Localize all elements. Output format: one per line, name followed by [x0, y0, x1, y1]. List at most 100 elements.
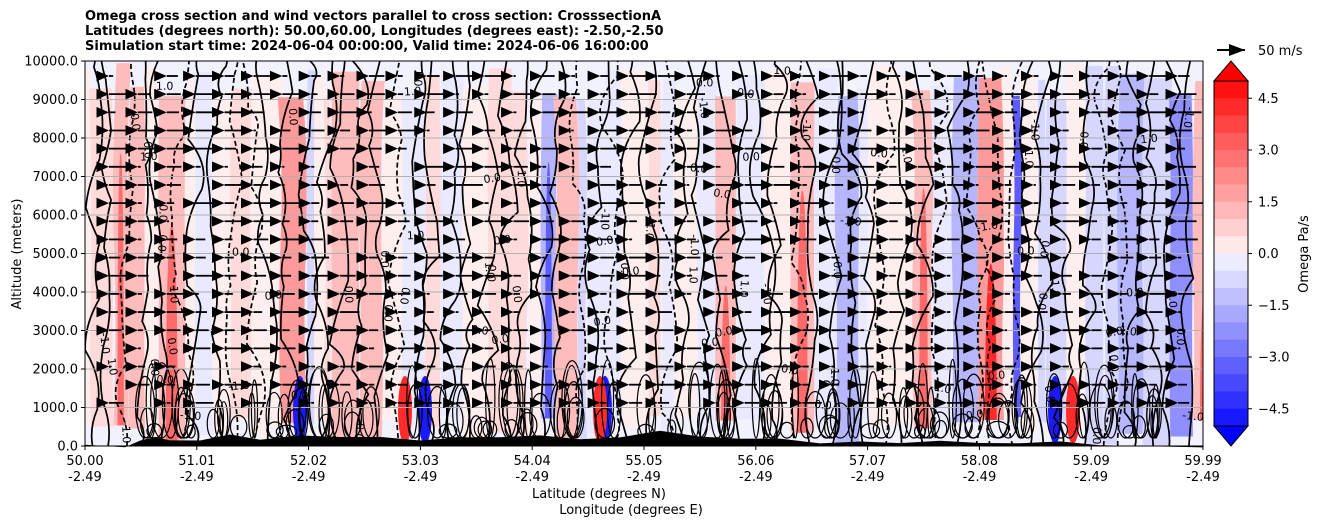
x-tick-label-lat: 56.06: [737, 454, 774, 469]
contour-label: -1.0: [1115, 323, 1138, 339]
contour-line-small: [804, 390, 827, 439]
colorbar-tick-label: −4.5: [1258, 402, 1290, 417]
contour-label: 0.0: [701, 335, 720, 350]
contour-line-negative: [658, 61, 679, 446]
colorbar-band: [1214, 391, 1248, 410]
omega-strong-positive-core: [1199, 296, 1203, 420]
x-tick-label-lat: 52.02: [290, 454, 327, 469]
y-axis-label: Altitude (meters): [10, 199, 25, 310]
contour-line-zero: [277, 61, 300, 446]
contour-line-small: [913, 424, 926, 439]
contour-label: -1.0: [598, 208, 612, 230]
contour-label: 0.0: [232, 246, 250, 259]
x-axis-label-longitude: Longitude (degrees E): [559, 503, 703, 518]
contour-label: 0.0: [155, 234, 170, 253]
omega-strong-positive-core: [721, 285, 731, 421]
colorbar: 4.5 3.0 1.5 0.0 −1.5 −3.0 −4.5: [1212, 60, 1290, 447]
contour-line-zero: [136, 61, 153, 446]
contour-line-negative: [241, 61, 266, 446]
contour-label: 0.0: [593, 313, 612, 329]
contour-line-small: [948, 358, 957, 439]
contour-label: 1.0: [737, 280, 751, 298]
x-tick-label-lon: -2.49: [68, 470, 102, 485]
x-tick-label-lon: -2.49: [627, 470, 661, 485]
contour-label: -1.0: [642, 218, 657, 241]
contour-label: 0.0: [1077, 131, 1091, 149]
contour-line-small: [766, 390, 784, 439]
contour-label: 0.0: [1126, 286, 1144, 300]
contour-line-zero: [85, 61, 104, 446]
colorbar-tick-label: 1.5: [1258, 195, 1279, 210]
colorbar-band: [1214, 81, 1248, 99]
contour-line-small: [927, 387, 935, 439]
x-tick-label-lon: -2.49: [515, 470, 549, 485]
y-tick-label: 0.0: [57, 440, 78, 455]
omega-strong-negative-core: [418, 376, 432, 444]
colorbar-band: [1214, 167, 1248, 185]
contour-line-zero: [1178, 61, 1195, 446]
contour-line-zero: [748, 61, 777, 446]
colorbar-band: [1214, 201, 1248, 220]
contour-label: 0.0: [1174, 328, 1188, 346]
contour-labels: 0.01.00.00.00.00.00.00.01.0-1.00.0 0.00.0…: [97, 64, 1203, 445]
contour-label: -1.0: [839, 214, 862, 229]
colorbar-band: [1214, 270, 1248, 289]
x-axis-label-latitude: Latitude (degrees N): [532, 487, 666, 502]
contour-line-small: [266, 421, 284, 439]
omega-positive-region: [331, 71, 360, 440]
contour-label: 0.0: [595, 233, 614, 249]
colorbar-tick-label: 3.0: [1258, 144, 1279, 159]
x-axis: 50.00-2.4951.01-2.4952.02-2.4953.03-2.49…: [66, 446, 1222, 485]
contour-line-negative: [1109, 61, 1129, 446]
contour-label: -1.0: [228, 379, 250, 394]
omega-positive-region: [314, 75, 326, 420]
x-tick-label-lat: 53.03: [402, 454, 439, 469]
omega-strong-positive-core: [919, 188, 928, 429]
contour-label: 0.0: [378, 250, 392, 268]
contour-line-small: [174, 386, 188, 439]
colorbar-tick-label: −1.5: [1258, 299, 1290, 314]
contour-label: 1.0: [482, 261, 497, 280]
contour-label: 0.0: [829, 156, 842, 174]
contour-label: 1.0: [403, 84, 421, 98]
contour-label: 0.0: [381, 304, 395, 322]
contour-label: 0.0: [1017, 244, 1035, 258]
y-tick-label: 7000.0: [33, 170, 79, 185]
colorbar-extend-min: [1212, 425, 1250, 447]
contour-label: 1.0: [140, 150, 158, 164]
contour-label: 1.0: [156, 80, 174, 93]
y-tick-label: 4000.0: [33, 286, 79, 301]
y-tick-label: 1000.0: [33, 401, 79, 416]
colorbar-band: [1214, 236, 1248, 254]
omega-negative-region: [813, 68, 839, 429]
x-tick-label-lat: 50.00: [66, 454, 103, 469]
omega-positive-region: [1066, 63, 1086, 425]
contour-line-small: [1052, 421, 1068, 439]
colorbar-band: [1214, 408, 1248, 427]
wind-vector-arrows: [96, 70, 1203, 409]
contour-label: 0.0: [1090, 427, 1104, 445]
contour-label: 1.0: [411, 69, 425, 87]
contour-label: -1.0: [179, 408, 201, 423]
contour-label: 0.0: [814, 398, 833, 413]
contour-label: 0.0: [965, 407, 984, 422]
contour-label: 0.0: [618, 263, 631, 281]
contour-label: 1.0: [515, 170, 528, 188]
contour-line-small: [962, 373, 985, 439]
contour-line-small: [186, 424, 196, 439]
contour-line-negative: [599, 61, 624, 446]
contour-line-small: [427, 385, 448, 439]
contour-line-small: [1015, 374, 1029, 439]
contour-line-small: [860, 423, 881, 439]
colorbar-band: [1214, 374, 1248, 392]
omega-strong-negative-core: [1048, 376, 1062, 444]
omega-positive-region: [487, 68, 512, 433]
contour-line-small: [826, 391, 841, 439]
contour-line-small: [800, 417, 814, 439]
contour-line-small: [594, 407, 616, 439]
contour-label: 0.0: [1037, 239, 1052, 258]
contour-label: 1.0: [105, 357, 121, 376]
y-tick-label: 3000.0: [33, 324, 79, 339]
contour-label: -1.0: [828, 364, 841, 386]
omega-positive-region: [277, 97, 308, 424]
